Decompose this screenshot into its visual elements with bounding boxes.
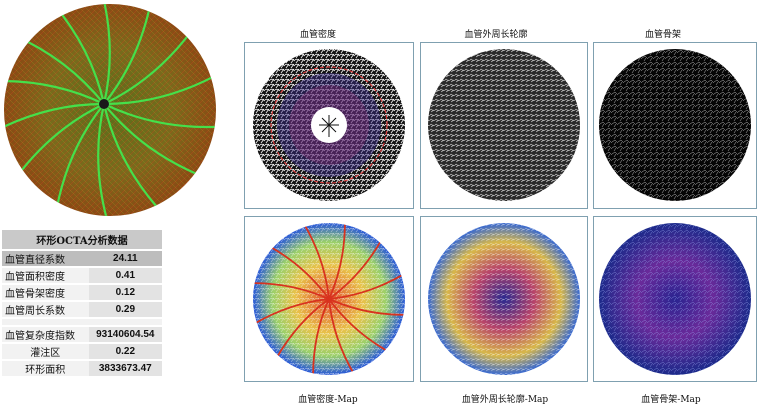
row-value: 0.22 <box>88 344 162 359</box>
row-label: 血管骨架密度 <box>2 285 89 300</box>
vessel-stroke <box>328 298 390 353</box>
optic-disc <box>99 99 109 109</box>
panel-vessel-skeleton-map <box>593 216 757 382</box>
fundus-octa-image <box>4 4 216 216</box>
row-label: 血管面积密度 <box>2 268 89 283</box>
vessel-stroke <box>102 74 216 106</box>
vessel-stroke <box>102 29 194 106</box>
row-label: 血管周长系数 <box>2 302 89 317</box>
panel-vessel-perimeter <box>420 42 588 209</box>
vessel-stroke <box>312 298 330 375</box>
vessel-stroke <box>328 298 356 375</box>
vessel-stroke <box>328 223 346 300</box>
title-vessel-perimeter-map: 血管外周长轮廓-Map <box>461 395 549 405</box>
row-value: 24.11 <box>88 251 162 266</box>
title-vessel-perimeter: 血管外周长轮廓 <box>464 30 528 40</box>
panel-vessel-skeleton <box>593 42 757 209</box>
title-vessel-density-map: 血管密度-Map <box>298 395 358 405</box>
vessel-stroke <box>328 238 383 300</box>
vessel-stroke <box>102 102 197 175</box>
row-value: 93140604.54 <box>88 327 162 342</box>
vessel-stroke <box>253 298 330 326</box>
title-vessel-skeleton: 血管骨架 <box>644 30 681 40</box>
vessel-stroke <box>100 4 111 106</box>
vessel-density-map-image <box>253 223 405 375</box>
title-vessel-skeleton-map: 血管骨架-Map <box>641 395 701 405</box>
row-spacer <box>2 319 162 325</box>
panel-vessel-perimeter-map <box>420 216 588 382</box>
row-value: 0.29 <box>88 302 162 317</box>
vessel-stroke <box>268 245 330 300</box>
vessel-stroke <box>102 4 153 106</box>
vessel-stroke <box>253 282 330 300</box>
vessel-stroke <box>102 102 216 129</box>
row-label: 灌注区 <box>2 344 89 359</box>
row-value: 3833673.47 <box>88 361 162 376</box>
panel-vessel-density <box>244 42 414 209</box>
vessel-stroke <box>328 298 405 316</box>
title-vessel-density: 血管密度 <box>299 30 336 40</box>
vessel-perimeter-map-image <box>428 223 580 375</box>
vessel-stroke <box>275 298 330 360</box>
density-ring <box>270 66 388 184</box>
row-value: 0.41 <box>88 268 162 283</box>
vessel-skeleton-image <box>599 49 751 201</box>
row-label: 血管复杂度指数 <box>2 327 89 342</box>
row-value: 0.12 <box>88 285 162 300</box>
vessel-skeleton-map-image <box>599 223 751 375</box>
panel-vessel-density-map <box>244 216 414 382</box>
vessel-stroke <box>55 102 106 210</box>
vessel-stroke <box>97 102 108 216</box>
vessel-density-image <box>253 49 405 201</box>
vessel-stroke <box>328 272 405 300</box>
row-label: 血管直径系数 <box>2 251 89 266</box>
row-label: 环形面积 <box>2 361 89 376</box>
octa-metrics-table: 环形OCTA分析数据 血管直径系数 24.11 血管面积密度 0.41 血管骨架密度… <box>2 228 162 378</box>
vessel-perimeter-image <box>428 49 580 201</box>
table-title: 环形OCTA分析数据 <box>2 230 162 249</box>
vessel-stroke <box>302 223 330 300</box>
vessel-stroke <box>102 102 158 208</box>
vessel-stroke <box>14 102 106 179</box>
